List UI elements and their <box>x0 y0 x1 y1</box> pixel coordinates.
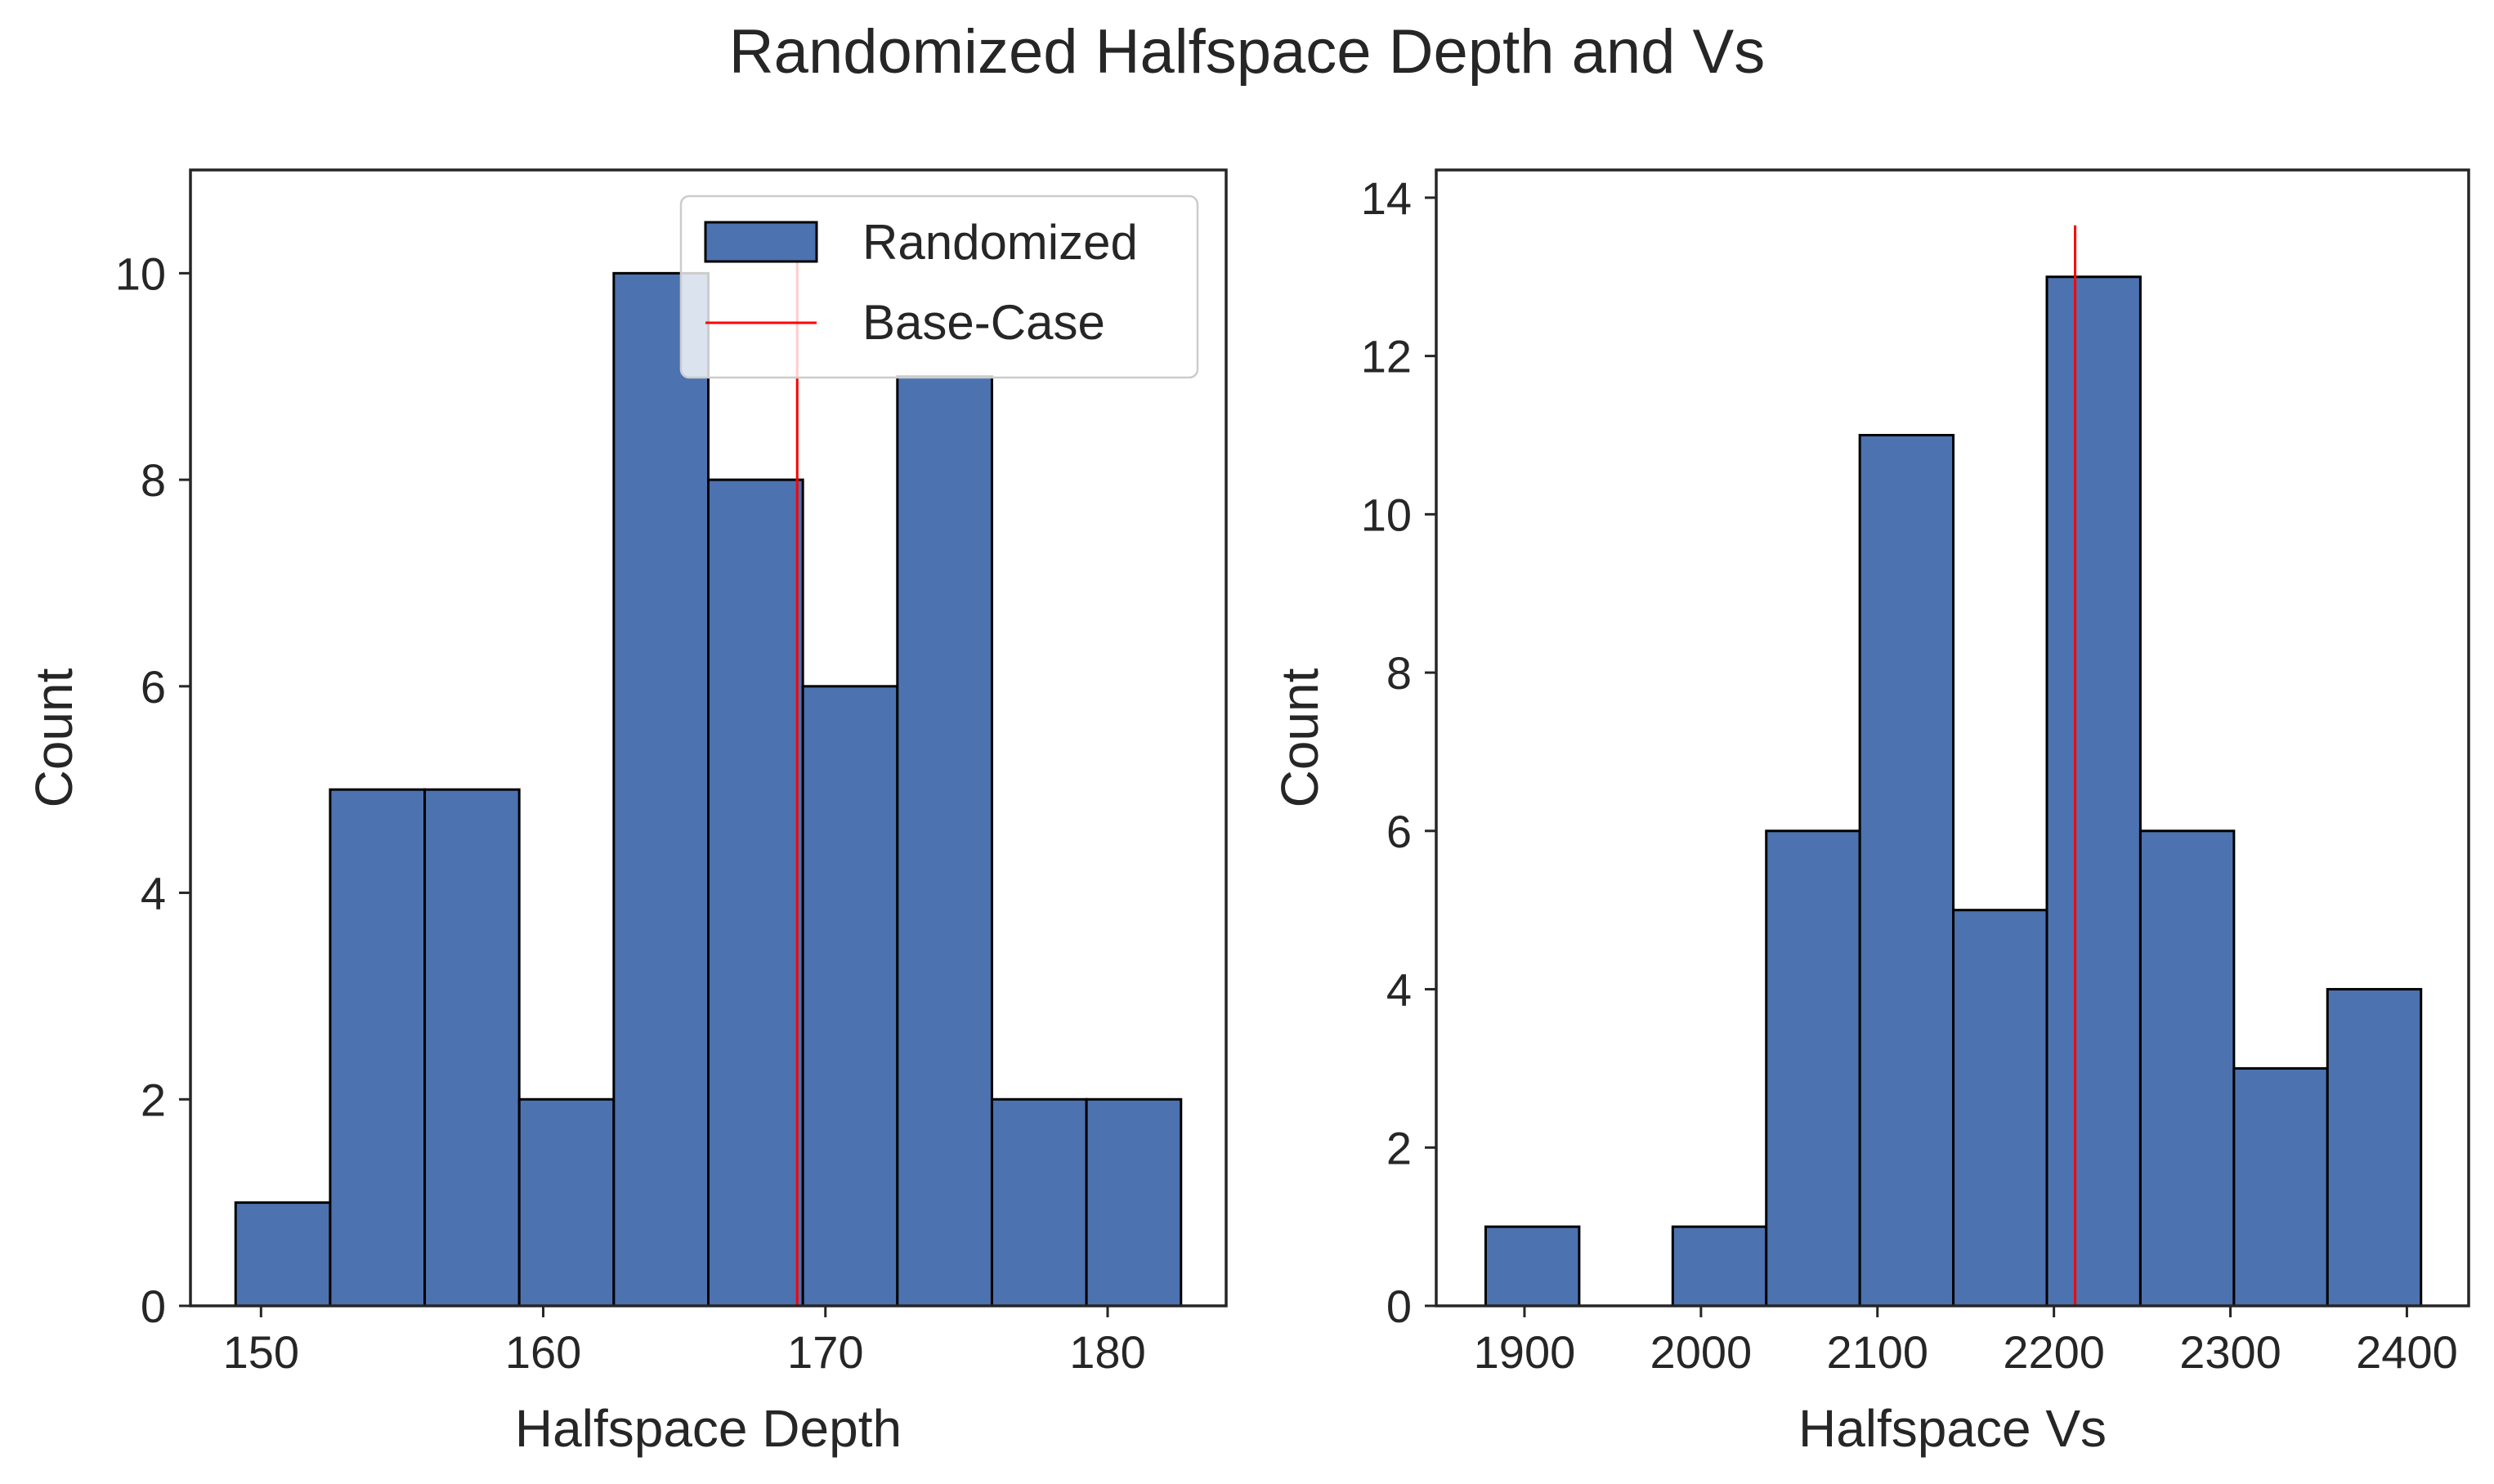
histogram-bar <box>612 271 710 1307</box>
histogram-bar <box>2045 275 2142 1307</box>
histogram-bar <box>2326 988 2423 1307</box>
y-tick-label: 10 <box>115 248 166 299</box>
x-tick-label: 170 <box>787 1326 863 1378</box>
axes-frame <box>1435 168 2470 1307</box>
axes-frame <box>189 168 1228 1307</box>
histogram-bar <box>234 1201 332 1307</box>
histogram-panel-1: 150 160 170 180 0 2 4 6 8 10 Halfspace Depth Count R… <box>25 168 1228 1458</box>
y-tick-label: 0 <box>1386 1281 1412 1332</box>
x-tick-label: 160 <box>505 1326 581 1378</box>
histogram-bar <box>990 1097 1088 1307</box>
y-tick-label: 2 <box>141 1074 166 1125</box>
histogram-bar <box>1952 909 2048 1307</box>
y-tick-label: 4 <box>141 868 166 919</box>
histogram-bar <box>1765 829 1861 1307</box>
y-tick-label: 4 <box>1386 964 1412 1016</box>
x-tick-label: 2200 <box>2003 1326 2105 1378</box>
legend: Randomized Base-Case <box>679 194 1199 379</box>
y-tick-label: 6 <box>1386 806 1412 857</box>
legend-label-base-case: Base-Case <box>862 295 1105 350</box>
legend-label-randomized: Randomized <box>862 215 1138 270</box>
histogram-bar <box>707 478 804 1307</box>
x-tick-label: 150 <box>223 1326 299 1378</box>
y-tick-label: 0 <box>141 1281 166 1332</box>
y-tick-label: 6 <box>141 661 166 713</box>
histogram-bar <box>329 788 427 1307</box>
histogram-bar <box>1085 1097 1183 1307</box>
x-tick-label: 2300 <box>2179 1326 2281 1378</box>
y-tick-label: 14 <box>1361 172 1412 224</box>
x-tick-label: 2400 <box>2356 1326 2458 1378</box>
histogram-bar <box>2232 1066 2329 1307</box>
y-tick-label: 12 <box>1361 331 1412 382</box>
legend-swatch-randomized <box>704 221 818 263</box>
histogram-bar <box>1858 433 1955 1307</box>
histogram-bar <box>1671 1225 1768 1307</box>
x-axis-label: Halfspace Depth <box>515 1399 902 1458</box>
x-tick-label: 180 <box>1069 1326 1145 1378</box>
x-axis-label: Halfspace Vs <box>1798 1399 2107 1458</box>
y-tick-label: 8 <box>1386 647 1412 699</box>
histogram-panel-2: 1900 2000 2100 2200 2300 2400 0 2 4 6 8 10 12 14 Halfs… <box>1270 168 2470 1458</box>
x-tick-label: 2000 <box>1650 1326 1753 1378</box>
y-tick-label: 10 <box>1361 489 1412 540</box>
y-tick-label: 8 <box>141 454 166 506</box>
histogram-bar <box>896 375 993 1307</box>
histogram-bar <box>801 685 899 1307</box>
histogram-bar <box>2138 829 2236 1307</box>
histogram-bar <box>423 788 521 1307</box>
histogram-bar <box>1484 1225 1581 1307</box>
y-axis-label: Count <box>25 668 83 807</box>
x-tick-label: 1900 <box>1474 1326 1576 1378</box>
y-axis-label: Count <box>1270 668 1329 807</box>
x-tick-label: 2100 <box>1826 1326 1928 1378</box>
figure-title: Randomized Halfspace Depth and Vs <box>728 17 1766 87</box>
histogram-bar <box>517 1097 616 1307</box>
y-tick-label: 2 <box>1386 1122 1412 1173</box>
